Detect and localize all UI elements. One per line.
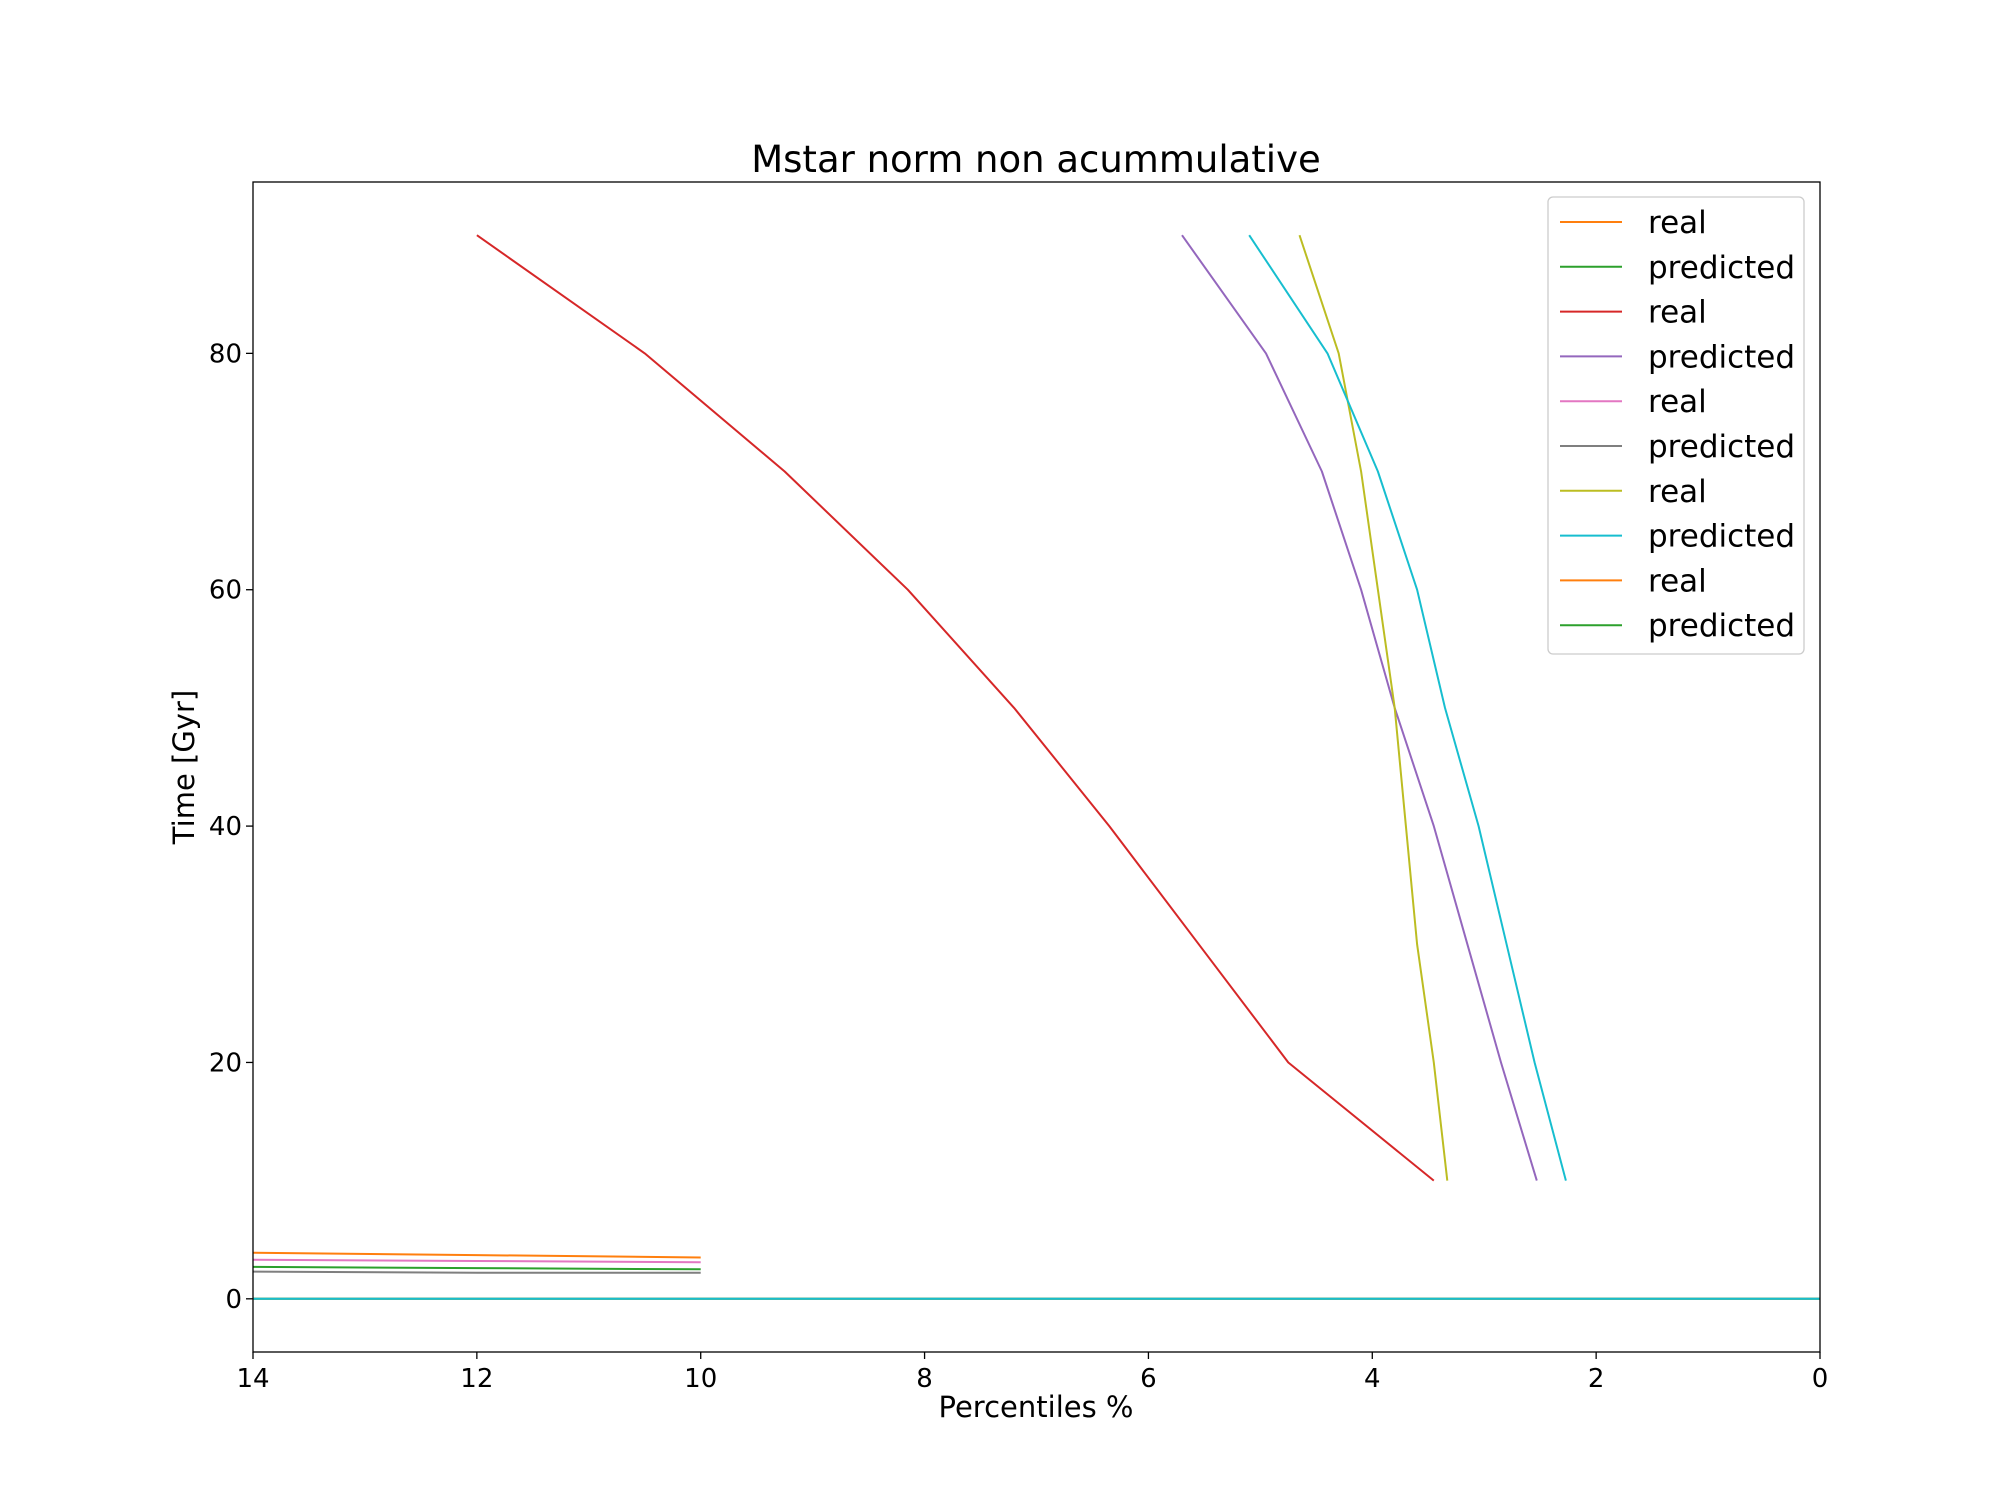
plot-frame — [252, 181, 1821, 1353]
series-line-5 — [252, 1258, 701, 1264]
chart-title: Mstar norm non acummulative — [751, 138, 1321, 181]
legend-label: predicted — [1648, 429, 1795, 465]
series-line-3 — [476, 234, 1435, 1182]
x-axis-label: Percentiles % — [939, 1390, 1134, 1424]
y-tick-label: 60 — [209, 576, 242, 606]
y-tick-label: 20 — [209, 1048, 242, 1078]
x-tick-label: 14 — [236, 1364, 269, 1394]
legend-label: real — [1648, 474, 1707, 510]
series-line-6 — [252, 1270, 701, 1274]
y-tick-label: 40 — [209, 812, 242, 842]
x-tick-label: 6 — [1140, 1364, 1157, 1394]
legend-label: predicted — [1648, 608, 1795, 644]
x-tick-label: 12 — [460, 1364, 493, 1394]
y-tick-label: 0 — [225, 1285, 242, 1315]
y-tick-label: 80 — [209, 339, 242, 369]
series-line-2 — [252, 1265, 701, 1271]
legend-label: predicted — [1648, 250, 1795, 286]
legend-label: predicted — [1648, 519, 1795, 555]
legend-label: predicted — [1648, 339, 1795, 375]
legend-label: real — [1648, 205, 1707, 241]
legend-label: real — [1648, 295, 1707, 331]
x-tick-label: 4 — [1364, 1364, 1381, 1394]
series-line-8 — [1248, 234, 1567, 1181]
x-tick-label: 10 — [684, 1364, 717, 1394]
series-line-7 — [1298, 234, 1449, 1181]
x-tick-label: 8 — [916, 1364, 933, 1394]
legend-label: real — [1648, 384, 1707, 420]
x-tick-label: 2 — [1588, 1364, 1605, 1394]
legend-entries: real predicted real predicted real predicted r… — [1560, 205, 1795, 644]
plot-lines — [252, 234, 1820, 1300]
legend-label: real — [1648, 563, 1707, 599]
series-line-1 — [252, 1251, 701, 1259]
y-axis-ticks: 0 20 40 60 80 — [209, 339, 253, 1315]
legend: real predicted real predicted real predicted r… — [1547, 196, 1805, 655]
x-axis-ticks: 14 12 10 8 6 4 2 0 — [236, 1352, 1828, 1394]
x-tick-label: 0 — [1812, 1364, 1829, 1394]
y-axis-label: Time [Gyr] — [167, 690, 201, 845]
